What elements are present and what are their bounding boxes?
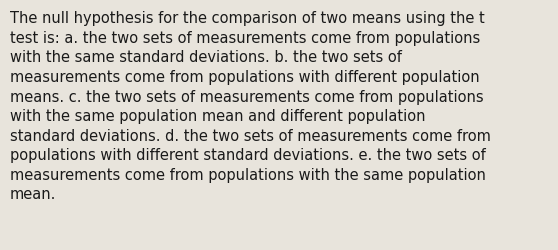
Text: The null hypothesis for the comparison of two means using the t
test is: a. the : The null hypothesis for the comparison o… bbox=[10, 11, 491, 202]
